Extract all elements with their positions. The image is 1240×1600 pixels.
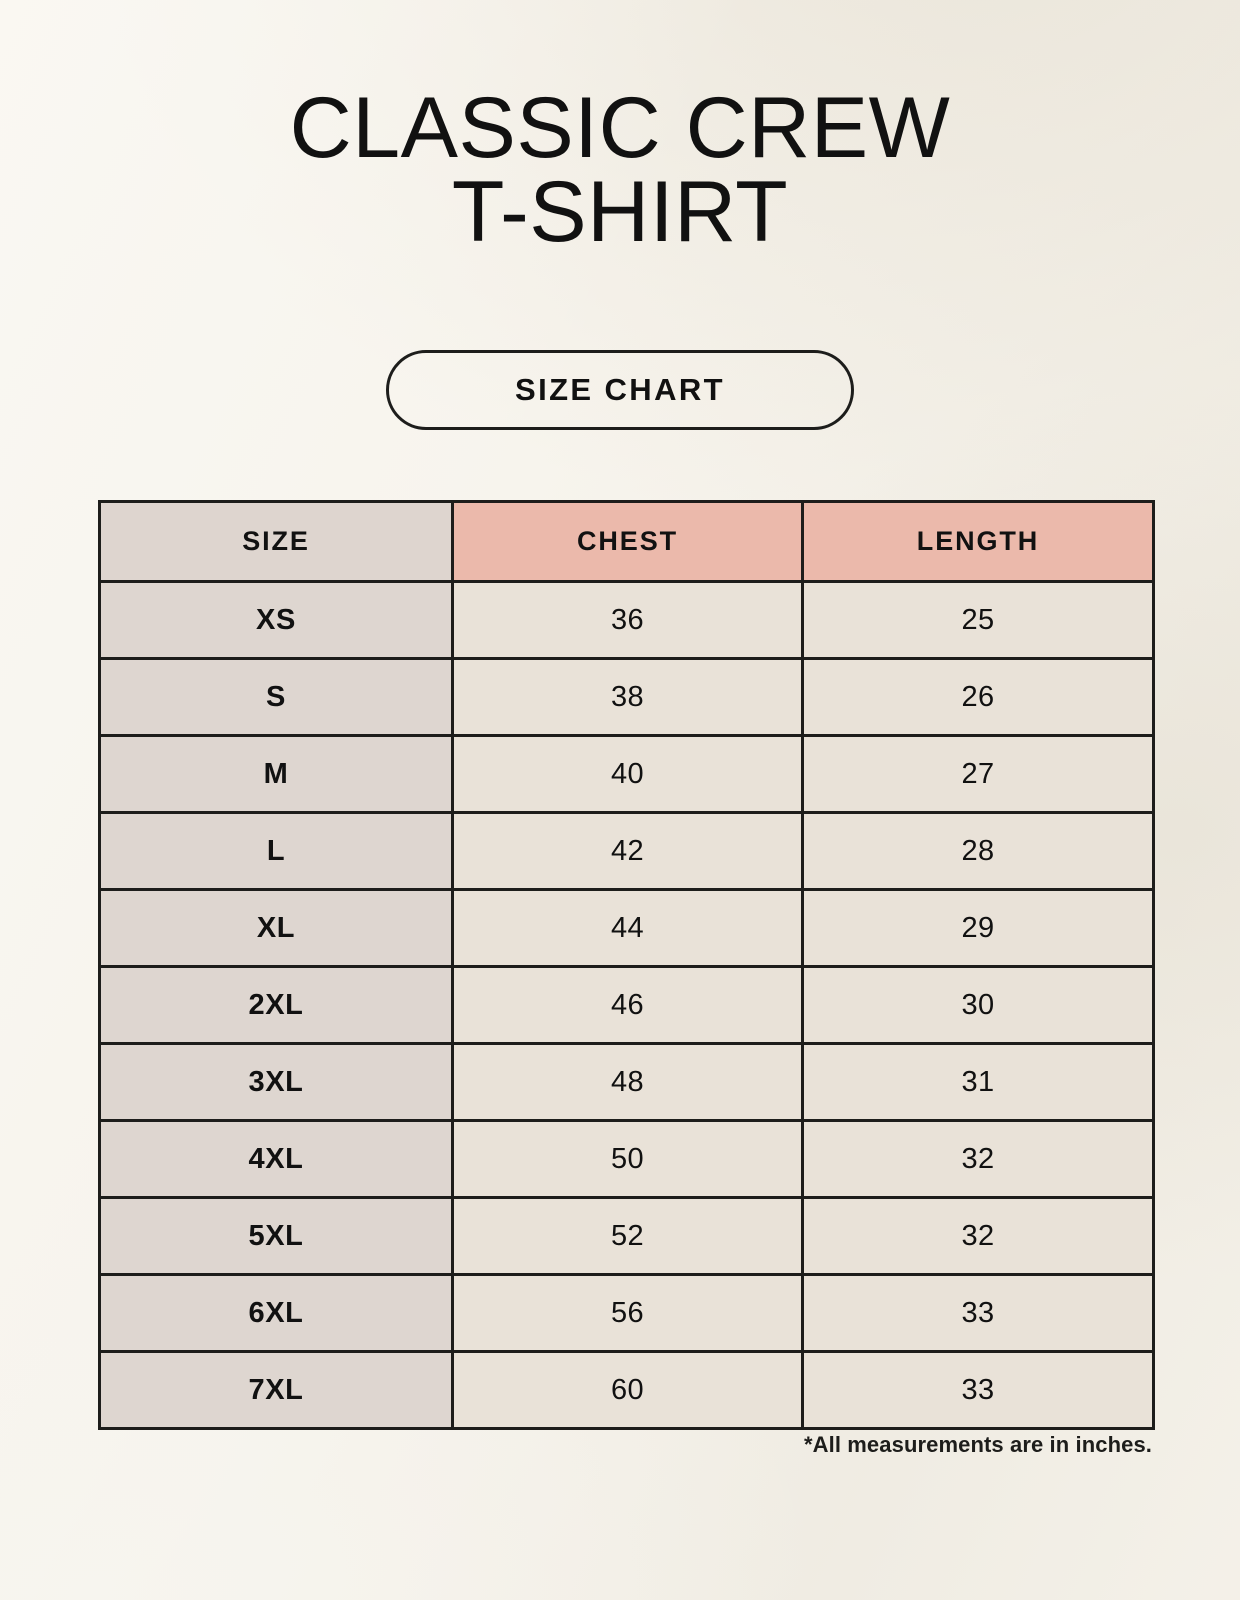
cell-size: S	[98, 657, 454, 737]
cell-size: 5XL	[98, 1196, 454, 1276]
table-row: 7XL 60 33	[98, 1350, 1155, 1430]
cell-chest: 36	[451, 580, 804, 660]
cell-chest: 40	[451, 734, 804, 814]
cell-size: 7XL	[98, 1350, 454, 1430]
cell-size: 4XL	[98, 1119, 454, 1199]
cell-chest: 52	[451, 1196, 804, 1276]
table-row: 4XL 50 32	[98, 1119, 1155, 1199]
size-table-container: SIZE CHEST LENGTH XS 36 25 S 38 26 M	[98, 500, 1155, 1430]
size-table: SIZE CHEST LENGTH XS 36 25 S 38 26 M	[98, 500, 1155, 1430]
page-title-line-1: CLASSIC CREW	[289, 80, 951, 176]
cell-chest: 48	[451, 1042, 804, 1122]
cell-chest: 50	[451, 1119, 804, 1199]
table-row: XS 36 25	[98, 580, 1155, 660]
column-header-chest: CHEST	[451, 500, 804, 583]
cell-size: M	[98, 734, 454, 814]
column-header-length: LENGTH	[801, 500, 1155, 583]
cell-length: 31	[801, 1042, 1155, 1122]
table-row: M 40 27	[98, 734, 1155, 814]
table-row: XL 44 29	[98, 888, 1155, 968]
size-table-body: XS 36 25 S 38 26 M 40 27 L 42 28	[98, 580, 1155, 1430]
page-title-line-2: T-SHIRT	[451, 164, 789, 260]
cell-length: 33	[801, 1350, 1155, 1430]
table-row: 2XL 46 30	[98, 965, 1155, 1045]
table-row: S 38 26	[98, 657, 1155, 737]
cell-chest: 38	[451, 657, 804, 737]
cell-length: 28	[801, 811, 1155, 891]
measurements-footnote: *All measurements are in inches.	[803, 1432, 1152, 1457]
table-row: 3XL 48 31	[98, 1042, 1155, 1122]
size-chart-badge: SIZE CHART	[386, 350, 854, 430]
cell-length: 32	[801, 1119, 1155, 1199]
cell-size: XS	[98, 580, 454, 660]
cell-chest: 56	[451, 1273, 804, 1353]
cell-chest: 60	[451, 1350, 804, 1430]
size-chart-badge-container: SIZE CHART	[0, 350, 1240, 430]
column-header-size: SIZE	[98, 500, 454, 583]
cell-length: 26	[801, 657, 1155, 737]
cell-length: 32	[801, 1196, 1155, 1276]
cell-length: 27	[801, 734, 1155, 814]
cell-chest: 42	[451, 811, 804, 891]
table-row: 5XL 52 32	[98, 1196, 1155, 1276]
cell-length: 25	[801, 580, 1155, 660]
cell-length: 33	[801, 1273, 1155, 1353]
cell-size: 3XL	[98, 1042, 454, 1122]
cell-chest: 46	[451, 965, 804, 1045]
table-row: 6XL 56 33	[98, 1273, 1155, 1353]
size-table-header: SIZE CHEST LENGTH	[98, 500, 1155, 583]
cell-chest: 44	[451, 888, 804, 968]
cell-size: L	[98, 811, 454, 891]
table-header-row: SIZE CHEST LENGTH	[98, 500, 1155, 583]
cell-size: 2XL	[98, 965, 454, 1045]
cell-size: 6XL	[98, 1273, 454, 1353]
cell-size: XL	[98, 888, 454, 968]
size-chart-badge-label: SIZE CHART	[515, 372, 725, 407]
cell-length: 30	[801, 965, 1155, 1045]
table-row: L 42 28	[98, 811, 1155, 891]
cell-length: 29	[801, 888, 1155, 968]
page-title: CLASSIC CREW T-SHIRT	[0, 80, 1240, 260]
